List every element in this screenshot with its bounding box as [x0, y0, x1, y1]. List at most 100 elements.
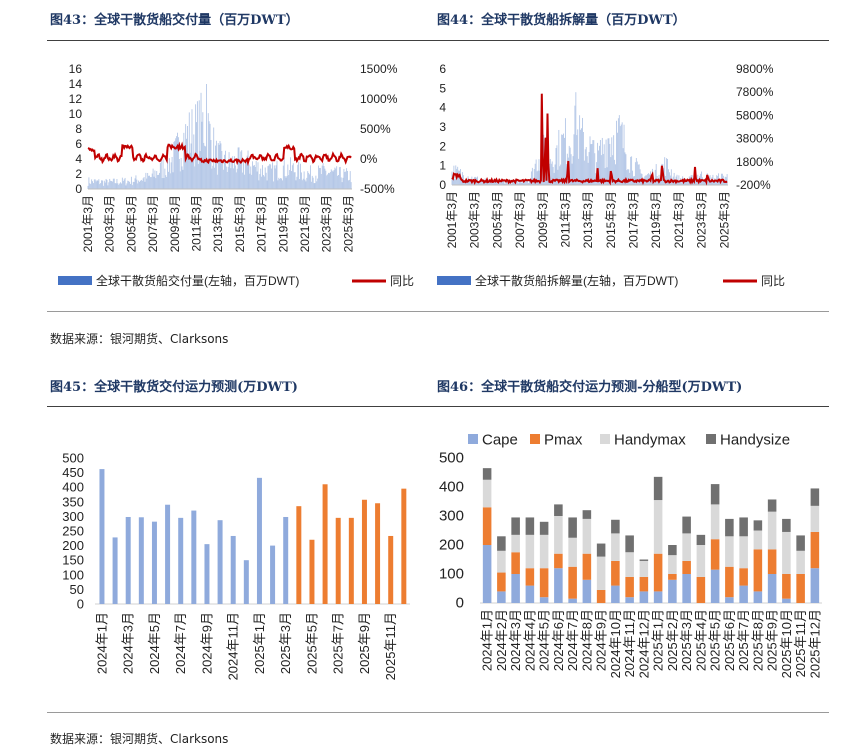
bar-mark — [461, 172, 463, 185]
bar-mark — [603, 144, 605, 185]
stack-segment-pmax — [639, 576, 649, 592]
bar-mark — [468, 180, 470, 185]
bar-mark — [666, 158, 668, 185]
stack-segment-pmax — [482, 507, 492, 545]
bar-mark — [320, 174, 322, 189]
bar-mark — [592, 140, 594, 185]
y-tick-label: 100 — [439, 566, 464, 583]
bar-mark — [128, 181, 130, 189]
bar-mark — [191, 510, 197, 604]
stack-segment-handysize — [568, 517, 577, 538]
bar-mark — [575, 92, 577, 185]
bar-mark — [173, 141, 175, 189]
bar-mark — [149, 177, 151, 189]
bar-mark — [200, 92, 202, 189]
bar-mark — [558, 129, 560, 185]
bar-mark — [321, 165, 323, 189]
stack-segment-pmax — [668, 574, 677, 580]
bar-mark — [573, 134, 575, 185]
bar-mark — [296, 176, 298, 189]
bar-mark — [222, 163, 224, 189]
bar-mark — [256, 171, 258, 189]
stack-segment-handysize — [653, 476, 663, 501]
legend-line-label: 同比 — [761, 274, 785, 288]
legend-label-pmax: Pmax — [544, 432, 583, 449]
bar-mark — [165, 504, 171, 604]
y-left-tick-label: 10 — [69, 107, 83, 121]
bar-mark — [285, 177, 287, 189]
bar-mark — [229, 161, 231, 189]
bar-mark — [668, 169, 669, 185]
bar-mark — [271, 168, 273, 189]
bar-mark — [486, 181, 488, 185]
bar-mark — [654, 169, 656, 185]
y-tick-label: 300 — [439, 508, 464, 525]
bar-mark — [107, 185, 109, 189]
stack-segment-handysize — [739, 517, 748, 537]
bar-mark — [315, 175, 317, 189]
bar-mark — [252, 161, 254, 189]
x-tick-label: 2024年1月 — [94, 612, 109, 674]
bar-mark — [557, 169, 559, 185]
bar-mark — [493, 180, 495, 185]
bar-mark — [472, 180, 474, 185]
bar-mark — [129, 181, 131, 189]
stack-segment-cape — [639, 591, 649, 603]
bar-mark — [726, 174, 728, 185]
stack-segment-cape — [767, 574, 777, 603]
x-tick-label: 2025年3月 — [679, 609, 694, 671]
stack-segment-pmax — [497, 572, 506, 592]
bar-mark — [152, 168, 154, 189]
bar-mark — [243, 560, 249, 604]
bar-mark — [552, 166, 554, 185]
bar-mark — [118, 184, 120, 189]
stack-segment-handymax — [682, 533, 691, 561]
stack-segment-pmax — [653, 553, 663, 592]
y-right-tick-label: 0% — [360, 152, 378, 166]
bar-mark — [574, 105, 576, 185]
bar-mark — [588, 152, 590, 185]
y-left-tick-label: 4 — [439, 101, 446, 115]
stack-segment-handymax — [739, 536, 748, 569]
bar-mark — [617, 118, 619, 185]
bar-mark — [630, 156, 632, 185]
bar-mark — [516, 179, 518, 185]
stack-segment-pmax — [625, 576, 634, 598]
bar-mark — [655, 164, 657, 185]
stack-segment-cape — [810, 568, 820, 603]
bar-mark — [139, 180, 141, 189]
bar-mark — [605, 139, 607, 185]
bar-mark — [561, 134, 563, 185]
bar-mark — [171, 156, 173, 189]
bar-mark — [121, 177, 123, 189]
bar-mark — [562, 134, 564, 185]
bar-mark — [535, 159, 537, 185]
bar-mark — [523, 182, 525, 185]
legend-label-handymax: Handymax — [614, 432, 686, 449]
bar-mark — [111, 181, 112, 189]
stack-segment-cape — [753, 591, 763, 603]
bar-mark — [159, 162, 161, 189]
bar-mark — [178, 158, 180, 189]
bar-mark — [242, 172, 244, 189]
y-tick-label: 0 — [456, 595, 464, 612]
x-tick-label: 2025年10月 — [779, 609, 794, 678]
bar-mark — [287, 164, 289, 189]
legend-line-label: 同比 — [390, 274, 414, 288]
x-tick-label: 2021年3月 — [672, 191, 686, 248]
stack-segment-pmax — [710, 539, 720, 570]
bar-mark — [328, 173, 330, 189]
x-tick-label: 2003年3月 — [468, 191, 482, 248]
bar-mark — [296, 506, 302, 604]
bar-mark — [595, 173, 597, 185]
x-tick-label: 2013年3月 — [211, 195, 225, 252]
stack-segment-handysize — [525, 517, 535, 535]
bar-mark — [604, 168, 606, 185]
bar-mark — [613, 135, 615, 185]
bar-mark — [597, 142, 599, 185]
stack-segment-handymax — [611, 533, 620, 561]
bar-mark — [253, 165, 255, 189]
bar-mark — [224, 150, 226, 189]
x-tick-label: 2023年3月 — [695, 191, 709, 248]
